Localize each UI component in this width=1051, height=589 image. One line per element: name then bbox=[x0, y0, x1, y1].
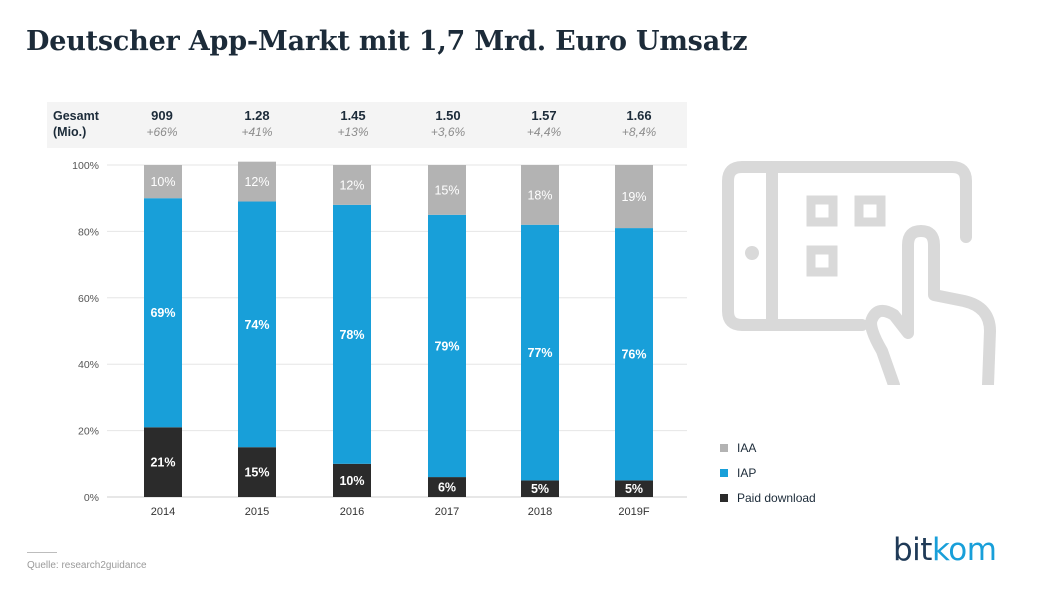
legend-item-iap: IAP bbox=[720, 460, 816, 485]
summary-growth: +66% bbox=[146, 125, 178, 139]
summary-label: Gesamt (Mio.) bbox=[53, 108, 99, 140]
chart-legend: IAA IAP Paid download bbox=[720, 435, 816, 510]
summary-total: 1.50 bbox=[435, 108, 461, 123]
bar-value-label: 19% bbox=[621, 190, 646, 204]
summary-total: 1.28 bbox=[244, 108, 270, 123]
bar-iap bbox=[615, 228, 653, 481]
legend-label: Paid download bbox=[737, 490, 816, 505]
bar-iaa bbox=[428, 165, 466, 215]
summary-total: 909 bbox=[151, 108, 173, 123]
bar-iaa bbox=[144, 165, 182, 199]
bar-value-label: 6% bbox=[438, 481, 456, 495]
legend-swatch bbox=[720, 493, 728, 502]
tablet-touch-icon bbox=[722, 161, 996, 385]
y-tick-label: 20% bbox=[78, 426, 99, 438]
bar-iap bbox=[428, 214, 466, 478]
y-tick-label: 40% bbox=[78, 359, 99, 371]
bar-value-label: 10% bbox=[150, 175, 175, 189]
summary-total: 1.66 bbox=[626, 108, 652, 123]
x-tick-label: 2019F bbox=[618, 506, 649, 518]
y-tick-label: 0% bbox=[84, 492, 99, 504]
summary-col-2017: 1.50 +3,6% bbox=[408, 108, 488, 140]
summary-growth: +13% bbox=[337, 125, 369, 139]
bar-value-label: 21% bbox=[150, 456, 175, 470]
bar-value-label: 10% bbox=[339, 474, 364, 488]
bar-value-label: 5% bbox=[531, 482, 549, 496]
legend-item-iaa: IAA bbox=[720, 435, 816, 460]
legend-swatch bbox=[720, 443, 728, 452]
bar-value-label: 18% bbox=[527, 188, 552, 202]
bar-paid-download bbox=[333, 463, 371, 497]
y-tick-label: 100% bbox=[72, 160, 99, 172]
summary-label-line2: (Mio.) bbox=[53, 125, 87, 139]
bar-iaa bbox=[615, 165, 653, 229]
bar-value-label: 77% bbox=[527, 346, 552, 360]
bar-iap bbox=[521, 224, 559, 481]
bar-value-label: 12% bbox=[244, 175, 269, 189]
legend-label: IAP bbox=[737, 465, 757, 480]
summary-col-2019f: 1.66 +8,4% bbox=[599, 108, 679, 140]
logo-part-kom: kom bbox=[931, 532, 997, 568]
bar-value-label: 15% bbox=[244, 466, 269, 480]
x-tick-label: 2015 bbox=[245, 506, 269, 518]
bar-paid-download bbox=[615, 480, 653, 497]
x-tick-label: 2017 bbox=[435, 506, 459, 518]
x-tick-label: 2014 bbox=[151, 506, 175, 518]
summary-col-2018: 1.57 +4,4% bbox=[504, 108, 584, 140]
legend-label: IAA bbox=[737, 440, 757, 455]
bar-paid-download bbox=[521, 480, 559, 497]
summary-row: Gesamt (Mio.) 909 +66% 1.28 +41% 1.45 +1… bbox=[47, 102, 687, 148]
bar-value-label: 15% bbox=[434, 183, 459, 197]
summary-col-2016: 1.45 +13% bbox=[313, 108, 393, 140]
y-tick-label: 60% bbox=[78, 293, 99, 305]
source-note: Quelle: research2guidance bbox=[27, 560, 147, 571]
bitkom-logo: bitkom bbox=[893, 532, 997, 568]
bar-value-label: 78% bbox=[339, 328, 364, 342]
bar-value-label: 79% bbox=[434, 339, 459, 353]
summary-growth: +8,4% bbox=[621, 125, 657, 139]
y-tick-label: 80% bbox=[78, 226, 99, 238]
bar-value-label: 12% bbox=[339, 178, 364, 192]
bar-value-label: 76% bbox=[621, 348, 646, 362]
summary-total: 1.45 bbox=[340, 108, 366, 123]
legend-swatch bbox=[720, 468, 728, 477]
logo-part-bit: bit bbox=[893, 532, 932, 568]
bar-iap bbox=[333, 204, 371, 464]
bar-iaa bbox=[238, 161, 276, 202]
summary-growth: +3,6% bbox=[430, 125, 466, 139]
x-tick-label: 2018 bbox=[528, 506, 552, 518]
summary-label-line1: Gesamt bbox=[53, 109, 99, 123]
summary-col-2015: 1.28 +41% bbox=[217, 108, 297, 140]
bar-paid-download bbox=[428, 477, 466, 497]
chart-title: Deutscher App-Markt mit 1,7 Mrd. Euro Um… bbox=[26, 26, 748, 57]
bar-iap bbox=[144, 198, 182, 428]
bar-iaa bbox=[333, 165, 371, 205]
source-divider bbox=[27, 552, 57, 553]
bar-iap bbox=[238, 201, 276, 448]
summary-total: 1.57 bbox=[531, 108, 557, 123]
summary-growth: +41% bbox=[241, 125, 273, 139]
summary-growth: +4,4% bbox=[526, 125, 562, 139]
bar-iaa bbox=[521, 165, 559, 225]
legend-item-paid-download: Paid download bbox=[720, 485, 816, 510]
x-tick-label: 2016 bbox=[340, 506, 364, 518]
bar-paid-download bbox=[238, 447, 276, 497]
bar-value-label: 74% bbox=[244, 318, 269, 332]
bar-value-label: 69% bbox=[150, 306, 175, 320]
summary-col-2014: 909 +66% bbox=[122, 108, 202, 140]
bar-paid-download bbox=[144, 427, 182, 497]
bar-value-label: 5% bbox=[625, 482, 643, 496]
